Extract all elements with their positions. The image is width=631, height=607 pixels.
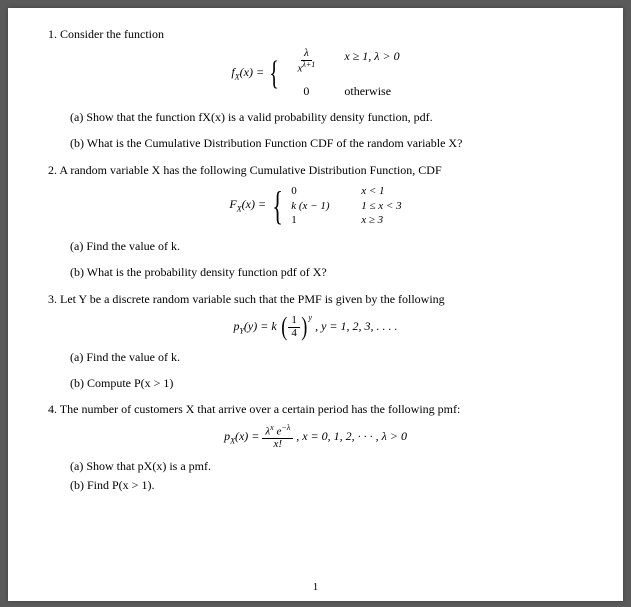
q1-c1-cond: x ≥ 1, λ > 0: [344, 48, 399, 75]
q2-b-label: (b): [70, 265, 84, 279]
question-3: 3. Let Y be a discrete random variable s…: [48, 291, 583, 392]
q2-c3-val: 1: [291, 213, 343, 228]
q1-text: Consider the function: [60, 27, 164, 41]
q1-c2-val: 0: [286, 83, 326, 99]
q1-fn-arg: (x) =: [240, 65, 264, 79]
q2-c2-cond: 1 ≤ x < 3: [361, 199, 401, 214]
q1-part-a: (a) Show that the function fX(x) is a va…: [70, 109, 583, 125]
q4-a-label: (a): [70, 459, 83, 473]
q3-part-b: (b) Compute P(x > 1): [70, 375, 583, 391]
page-number: 1: [8, 580, 623, 595]
q3-text: Let Y be a discrete random variable such…: [60, 292, 445, 306]
q1-b-label: (b): [70, 136, 84, 150]
q4-text: The number of customers X that arrive ov…: [60, 402, 461, 416]
q4-num-exp2: −λ: [281, 423, 290, 432]
q1-c2-cond: otherwise: [344, 83, 391, 99]
q1-b-text: What is the Cumulative Distribution Func…: [87, 136, 463, 150]
q1-a-text: Show that the function fX(x) is a valid …: [86, 110, 432, 124]
q3-frac-num: 1: [288, 315, 300, 328]
q3-equation: pY(y) = k ( 1 4 )y , y = 1, 2, 3, . . . …: [48, 313, 583, 339]
q4-tail: , x = 0, 1, 2, · · · , λ > 0: [296, 429, 407, 443]
q4-a-text: Show that pX(x) is a pmf.: [86, 459, 211, 473]
q3-b-label: (b): [70, 376, 84, 390]
q2-fn-f: F: [229, 197, 236, 211]
q1-c1-den-exp: λ+1: [302, 60, 315, 69]
brace-icon: {: [272, 186, 283, 226]
q4-number: 4.: [48, 402, 57, 416]
q2-c3-cond: x ≥ 3: [361, 213, 383, 228]
q2-equation: FX(x) = { 0 x < 1 k (x − 1) 1 ≤ x < 3 1 …: [48, 184, 583, 229]
q4-b-label: (b): [70, 478, 84, 492]
question-1: 1. Consider the function fX(x) = { λ xλ+…: [48, 26, 583, 152]
q4-lhs-arg: (x) =: [235, 429, 259, 443]
q2-part-a: (a) Find the value of k.: [70, 238, 583, 254]
q1-equation: fX(x) = { λ xλ+1 x ≥ 1, λ > 0: [48, 48, 583, 99]
q4-b-text: Find P(x > 1).: [87, 478, 154, 492]
q3-a-label: (a): [70, 350, 83, 364]
q4-equation: pX(x) = λx e−λ x! , x = 0, 1, 2, · · · ,…: [48, 424, 583, 451]
q4-den: x!: [271, 439, 286, 451]
q3-tail: , y = 1, 2, 3, . . . .: [315, 319, 397, 333]
q3-exp: y: [309, 313, 313, 322]
q3-b-text: Compute P(x > 1): [87, 376, 173, 390]
q1-number: 1.: [48, 27, 57, 41]
q3-a-text: Find the value of k.: [86, 350, 180, 364]
q2-part-b: (b) What is the probability density func…: [70, 264, 583, 280]
page: 1. Consider the function fX(x) = { λ xλ+…: [8, 8, 623, 601]
q2-c1-cond: x < 1: [361, 184, 384, 199]
q2-c1-val: 0: [291, 184, 343, 199]
q1-a-label: (a): [70, 110, 83, 124]
q2-number: 2.: [48, 163, 57, 177]
paren-close-icon: ): [301, 317, 307, 337]
q2-text: A random variable X has the following Cu…: [59, 163, 441, 177]
paren-open-icon: (: [281, 317, 287, 337]
q4-part-b: (b) Find P(x > 1).: [70, 477, 583, 493]
q2-a-text: Find the value of k.: [86, 239, 180, 253]
q3-lhs-arg: (y) = k: [244, 319, 277, 333]
q4-part-a: (a) Show that pX(x) is a pmf.: [70, 458, 583, 474]
q3-number: 3.: [48, 292, 57, 306]
question-2: 2. A random variable X has the following…: [48, 162, 583, 281]
q3-part-a: (a) Find the value of k.: [70, 349, 583, 365]
q2-b-text: What is the probability density function…: [87, 265, 327, 279]
question-4: 4. The number of customers X that arrive…: [48, 401, 583, 492]
q1-part-b: (b) What is the Cumulative Distribution …: [70, 135, 583, 151]
q3-frac-den: 4: [288, 328, 300, 340]
q2-a-label: (a): [70, 239, 83, 253]
q2-c2-val: k (x − 1): [291, 199, 343, 214]
q2-fn-arg: (x) =: [242, 197, 266, 211]
brace-icon: {: [269, 57, 279, 91]
